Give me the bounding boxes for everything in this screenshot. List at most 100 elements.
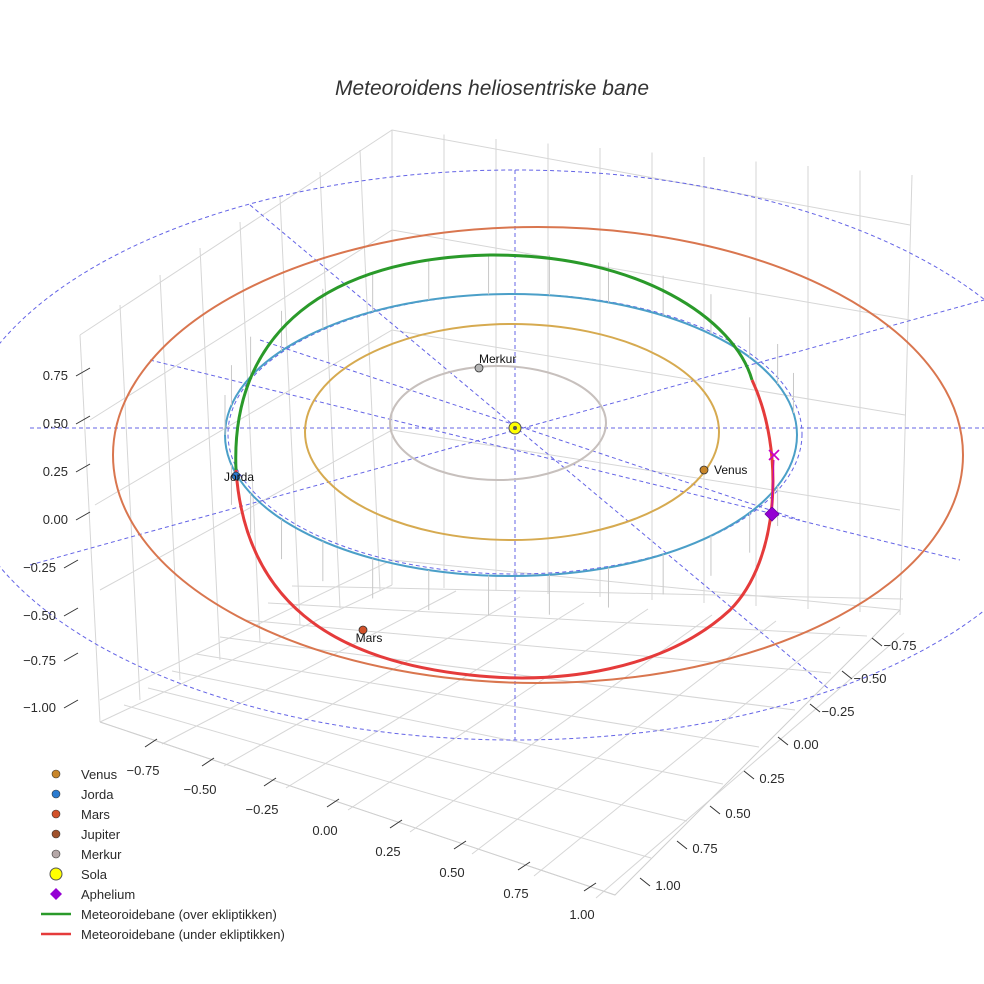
- y-tick-label: 0.75: [692, 841, 717, 856]
- z-tick-mark: [75, 367, 91, 377]
- z-tick-label: 0.00: [43, 512, 68, 527]
- legend-label: Mars: [81, 807, 110, 822]
- x-tick-label: 0.00: [312, 823, 337, 838]
- z-tick-mark: [63, 652, 79, 662]
- ecliptic-guides: [0, 169, 984, 741]
- y-tick-label: 0.50: [725, 806, 750, 821]
- z-tick-mark: [75, 511, 91, 521]
- aphelium-link: [771, 459, 775, 508]
- x-tick-mark: [453, 840, 467, 850]
- y-tick-label: 1.00: [655, 878, 680, 893]
- planet-label-jorda: Jorda: [224, 470, 254, 484]
- x-tick-label: −0.25: [246, 802, 279, 817]
- x-tick-mark: [517, 861, 531, 871]
- legend-marker: [51, 849, 61, 859]
- grid-line: [99, 584, 393, 723]
- z-tick-mark: [63, 607, 79, 617]
- legend-marker: [51, 809, 61, 819]
- planet-marker-merkur: [474, 363, 484, 373]
- legend: Venus Jorda Mars Jupiter Merkur Sola Aphelium M…: [41, 767, 285, 942]
- y-tick-mark: [777, 736, 789, 746]
- grid-line: [347, 608, 649, 811]
- grid-line: [119, 304, 141, 701]
- legend-label: Merkur: [81, 847, 122, 862]
- legend-label: Venus: [81, 767, 118, 782]
- cross-marker: [768, 449, 780, 461]
- legend-marker: [49, 867, 63, 881]
- y-tick-mark: [676, 840, 688, 850]
- grid-line: [239, 221, 261, 643]
- y-tick-label: 0.25: [759, 771, 784, 786]
- x-tick-label: 0.75: [503, 886, 528, 901]
- grid-line: [123, 704, 652, 859]
- legend-label: Jupiter: [81, 827, 121, 842]
- x-tick-mark: [326, 798, 340, 808]
- y-tick-mark: [743, 770, 755, 780]
- x-tick-label: −0.50: [184, 782, 217, 797]
- orbit-venus: [304, 323, 720, 541]
- x-tick-label: 0.50: [439, 865, 464, 880]
- y-tick-label: −0.50: [854, 671, 887, 686]
- grid-line: [147, 687, 688, 822]
- y-tick-label: −0.75: [884, 638, 917, 653]
- x-tick-mark: [583, 882, 597, 892]
- z-tick-mark: [75, 463, 91, 473]
- grid-line: [199, 247, 221, 661]
- x-tick-mark: [389, 819, 403, 829]
- z-tick-label: 0.50: [43, 416, 68, 431]
- grid-line: [359, 149, 381, 591]
- legend-label: Jorda: [81, 787, 114, 802]
- planet-marker-jorda: [231, 471, 241, 481]
- z-tick-mark: [75, 415, 91, 425]
- y-tick-mark: [809, 703, 821, 713]
- grid-line: [285, 602, 585, 789]
- legend-marker: [50, 888, 62, 900]
- z-tick-label: −0.75: [23, 653, 56, 668]
- x-tick-label: −0.75: [127, 763, 160, 778]
- grid-floor-edge: [99, 609, 901, 896]
- ecliptic-outer-ring: [0, 169, 984, 741]
- chart-title: Meteoroidens heliosentriske bane: [335, 77, 649, 100]
- legend-label: Meteoroidebane (under ekliptikken): [81, 927, 285, 942]
- planet-label-merkur: Merkur: [479, 352, 516, 366]
- grid-line: [79, 334, 101, 723]
- planet-marker-venus: [699, 465, 709, 475]
- grid-line: [94, 329, 906, 506]
- legend-label: Aphelium: [81, 887, 135, 902]
- orbit-mars: [112, 226, 964, 684]
- legend-marker: [51, 829, 61, 839]
- grid-line: [89, 229, 911, 421]
- grid-line: [243, 619, 832, 674]
- orbit-jorda: [224, 293, 798, 577]
- grid-line: [161, 590, 457, 745]
- grid-line: [223, 596, 521, 767]
- grid-line: [595, 632, 905, 899]
- ecliptic-spoke: [259, 339, 801, 521]
- z-tick-label: 0.75: [43, 368, 68, 383]
- sun-core: [513, 426, 517, 430]
- meteoroid-orbit-segment: [234, 253, 754, 471]
- grid-line: [291, 585, 904, 600]
- planet-label-venus: Venus: [714, 463, 747, 477]
- grid-line: [899, 174, 913, 616]
- ecliptic-spoke: [249, 204, 831, 691]
- tick-layer: 0.75 0.50 0.25 0.00 −0.25 −0.50 −0.75 −1.00 −0.7…: [23, 367, 917, 922]
- grid-line: [99, 429, 901, 591]
- x-tick-mark: [263, 777, 277, 787]
- planet-label-mars: Mars: [356, 631, 383, 645]
- x-tick-label: 0.25: [375, 844, 400, 859]
- aphelium-marker: [764, 506, 780, 522]
- legend-marker: [51, 789, 61, 799]
- orbit-merkur: [389, 365, 607, 481]
- grid-line: [409, 614, 713, 833]
- z-tick-label: 0.25: [43, 464, 68, 479]
- grid-line: [99, 559, 901, 701]
- grid-line: [533, 626, 841, 877]
- legend-marker: [51, 769, 61, 779]
- grid-line: [219, 636, 796, 711]
- legend-label: Meteoroidebane (over ekliptikken): [81, 907, 277, 922]
- y-tick-label: −0.25: [822, 704, 855, 719]
- x-tick-label: 1.00: [569, 907, 594, 922]
- z-tick-mark: [63, 559, 79, 569]
